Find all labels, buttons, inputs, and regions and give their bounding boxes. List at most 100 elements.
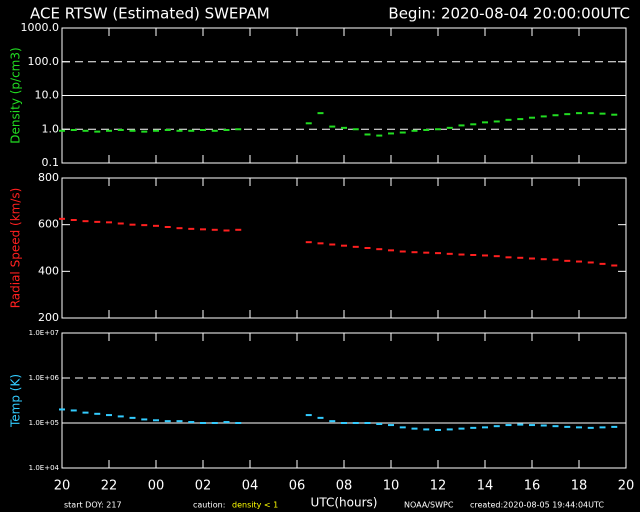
data-point: [552, 425, 559, 428]
data-point: [223, 129, 230, 132]
data-point: [364, 133, 371, 136]
data-point: [399, 131, 406, 134]
data-point: [188, 227, 195, 230]
data-point: [317, 416, 324, 419]
caution-note: density < 1: [232, 501, 278, 510]
data-point: [82, 129, 89, 132]
data-point: [82, 220, 89, 223]
data-point: [611, 425, 618, 428]
data-point: [505, 118, 512, 121]
data-point: [341, 126, 347, 129]
data-point: [529, 424, 535, 427]
data-point: [235, 228, 242, 231]
x-tick-label: 12: [430, 479, 447, 494]
data-point: [341, 422, 347, 424]
x-tick-label: 00: [148, 479, 165, 494]
data-point: [470, 426, 477, 429]
data-point: [458, 427, 465, 430]
data-point: [458, 253, 465, 256]
data-point: [576, 112, 582, 115]
data-point: [352, 128, 359, 131]
data-point: [235, 128, 242, 131]
y-tick-label: 1000.0: [21, 21, 60, 34]
data-point: [129, 223, 136, 226]
data-point: [611, 113, 618, 116]
data-point: [446, 126, 453, 129]
data-point: [599, 112, 606, 115]
data-point: [517, 256, 524, 259]
data-point: [305, 414, 312, 417]
data-point: [552, 258, 559, 261]
x-tick-label: 20: [618, 479, 635, 494]
data-point: [529, 116, 535, 119]
y-tick-label: 10.0: [35, 89, 60, 102]
data-point: [388, 249, 394, 252]
chart-title: ACE RTSW (Estimated) SWEPAM: [30, 5, 270, 23]
y-tick-label: 600: [38, 218, 59, 231]
data-point: [587, 261, 594, 264]
data-point: [376, 134, 383, 137]
data-point: [129, 416, 136, 419]
data-point: [470, 123, 477, 126]
data-point: [305, 241, 312, 244]
data-point: [446, 428, 453, 431]
data-point: [435, 428, 441, 431]
x-tick-label: 22: [101, 479, 118, 494]
data-point: [129, 129, 136, 132]
created: created:2020-08-05 19:44:04UTC: [470, 501, 604, 510]
y-tick-label: 100.0: [28, 55, 60, 68]
data-point: [352, 422, 359, 424]
begin-time: Begin: 2020-08-04 20:00:00UTC: [388, 5, 630, 23]
data-point: [376, 248, 383, 251]
start-doy: start DOY: 217: [64, 501, 122, 510]
data-point: [117, 222, 124, 225]
source: NOAA/SWPC: [404, 501, 454, 510]
data-point: [364, 422, 371, 424]
data-point: [329, 243, 336, 246]
data-point: [94, 412, 101, 415]
data-point: [576, 426, 582, 429]
x-tick-label: 08: [336, 479, 353, 494]
data-point: [329, 125, 336, 128]
data-point: [82, 411, 89, 414]
data-point: [564, 259, 571, 262]
data-point: [223, 421, 230, 424]
data-point: [176, 420, 183, 423]
data-point: [211, 422, 218, 424]
y-tick-label: 200: [38, 311, 59, 324]
data-point: [493, 255, 500, 258]
data-point: [388, 424, 394, 427]
data-point: [470, 254, 477, 256]
x-tick-label: 02: [195, 479, 212, 494]
data-point: [305, 122, 312, 125]
data-point: [223, 229, 230, 232]
data-point: [117, 415, 124, 418]
x-tick-label: 14: [477, 479, 494, 494]
y-tick-label: 1.0E+04: [29, 464, 60, 472]
data-point: [505, 424, 512, 427]
data-point: [564, 113, 571, 116]
data-point: [106, 221, 112, 224]
data-point: [211, 129, 218, 132]
data-point: [446, 252, 453, 255]
data-point: [70, 219, 77, 221]
data-point: [399, 426, 406, 429]
data-point: [235, 422, 242, 424]
data-point: [423, 251, 430, 254]
y-axis-label: Density (p/cm3): [9, 47, 23, 143]
data-point: [70, 409, 77, 412]
data-point: [611, 264, 618, 267]
data-point: [200, 129, 206, 132]
data-point: [164, 420, 171, 423]
data-point: [517, 423, 524, 426]
data-point: [352, 245, 359, 248]
data-point: [435, 128, 441, 131]
data-point: [317, 242, 324, 245]
data-point: [482, 426, 488, 429]
data-point: [200, 422, 206, 424]
data-point: [505, 256, 512, 259]
data-point: [599, 426, 606, 429]
data-point: [493, 120, 500, 123]
y-tick-label: 1.0E+05: [29, 419, 59, 427]
